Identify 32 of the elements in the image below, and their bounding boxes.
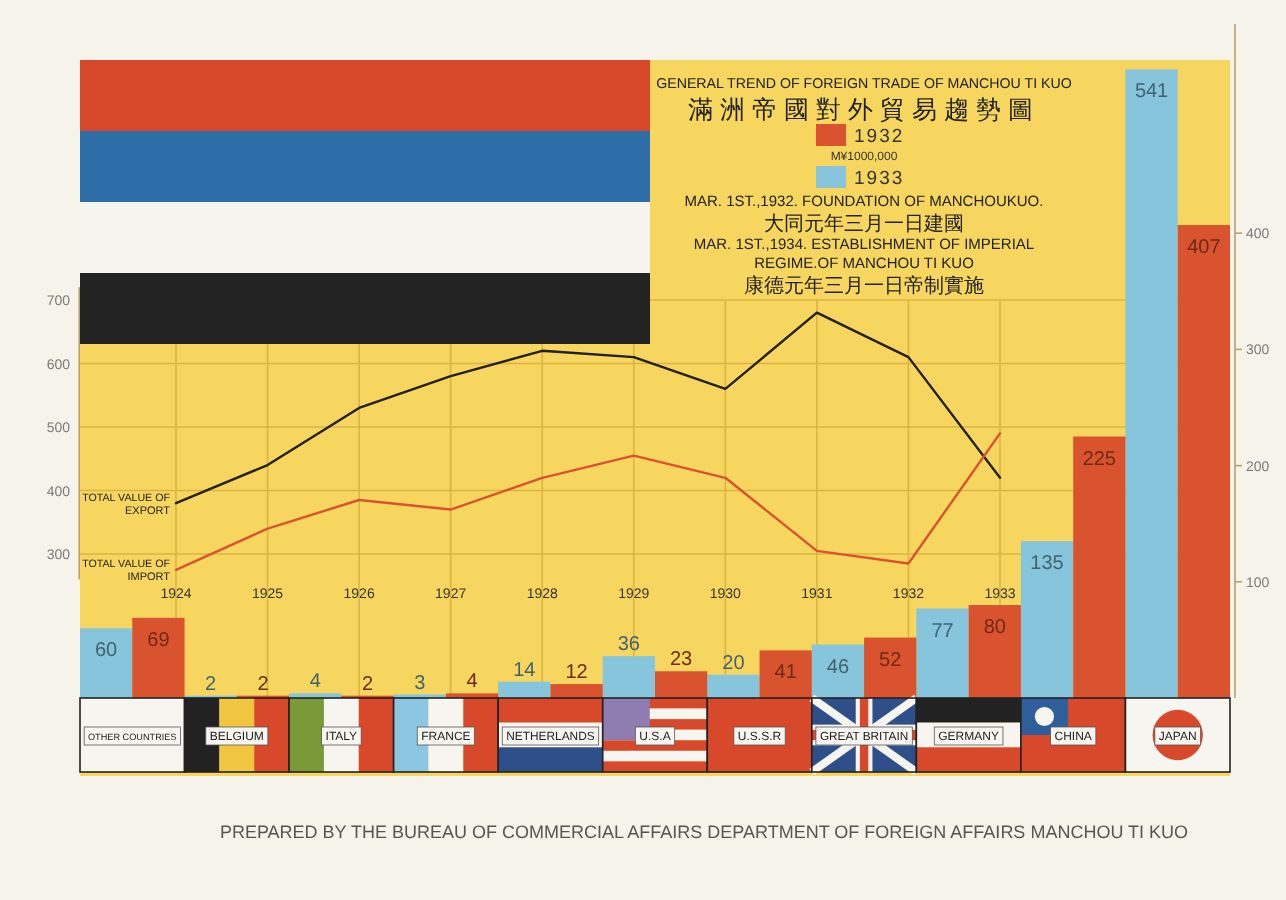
data-label: 225: [1082, 448, 1117, 471]
legend-label: 1932: [854, 126, 905, 149]
data-label: 69: [147, 629, 171, 652]
legend-label: 1933: [854, 168, 905, 191]
annotation: 康德元年三月一日帝制實施: [744, 274, 984, 298]
data-label: 541: [1134, 81, 1170, 104]
data-label: 407: [1187, 237, 1222, 260]
bar: [550, 684, 603, 698]
line-series: [174, 311, 1002, 505]
data-label: 20: [722, 652, 746, 675]
data-label: 2: [205, 673, 218, 696]
bar: [707, 674, 760, 698]
data-label: 46: [826, 656, 850, 679]
line-series: [174, 432, 1002, 572]
data-label: 23: [670, 649, 694, 672]
data-label: 36: [617, 634, 641, 657]
data-label: 60: [95, 640, 119, 663]
data-label: 4: [466, 671, 479, 694]
data-label: 4: [309, 671, 322, 694]
data-label: 41: [774, 662, 798, 685]
data-label: 2: [257, 673, 270, 696]
data-label: 80: [983, 617, 1007, 640]
data-label: 12: [565, 662, 589, 685]
data-label: 135: [1030, 553, 1065, 576]
data-label: 52: [879, 649, 903, 672]
data-label: 77: [931, 620, 955, 643]
text: PREPARED BY THE BUREAU OF COMMERCIAL AFFAIRS DEPARTMENT OF FOREIGN AFFAIRS MANCHOU TI KUO: [219, 822, 1189, 842]
data-label: 2: [361, 673, 374, 696]
text: 滿洲帝國對外貿易趨勢圖: [688, 96, 1040, 124]
data-label: 3: [414, 672, 427, 695]
data-label: 14: [513, 659, 537, 682]
annotation: 大同元年三月一日建國: [764, 212, 964, 236]
